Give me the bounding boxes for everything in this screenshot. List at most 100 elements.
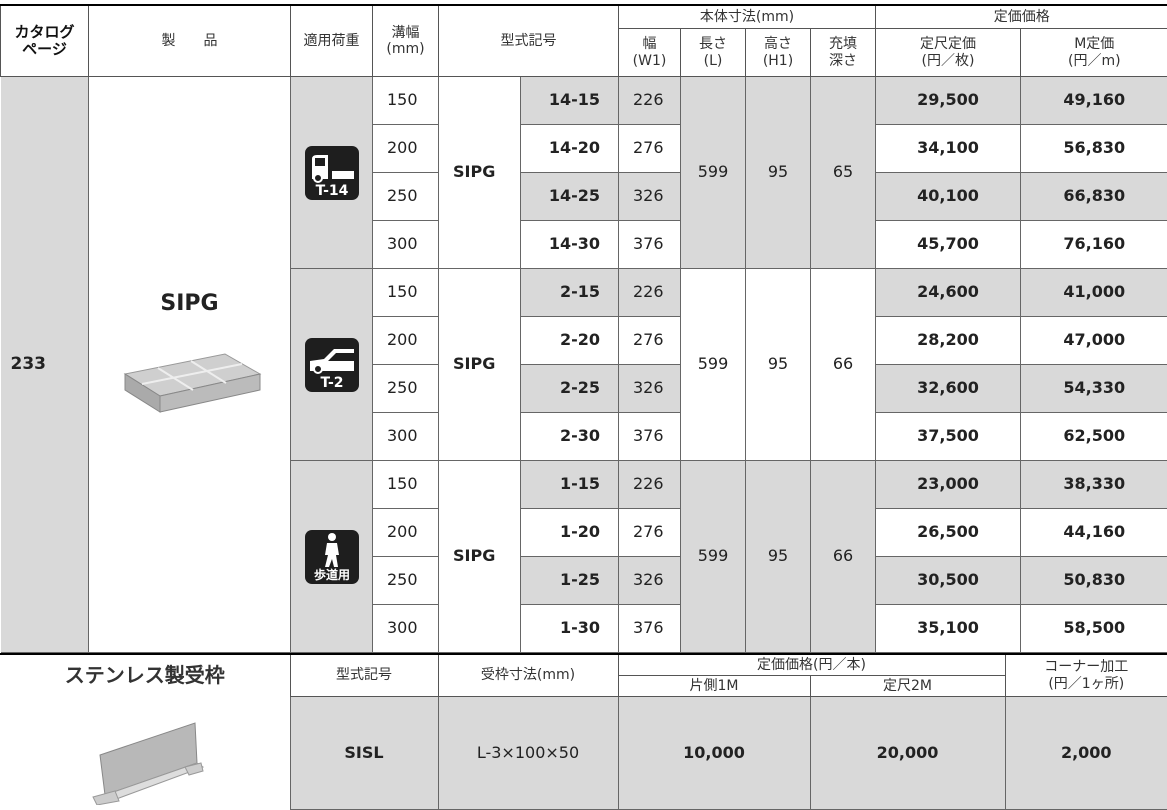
price: 24,600 [876, 269, 1021, 317]
model: 2-30 [521, 413, 619, 461]
load-cell: 歩道用 [291, 461, 373, 653]
model: 2-15 [521, 269, 619, 317]
w1: 276 [619, 317, 681, 365]
price: 26,500 [876, 509, 1021, 557]
price-m: 62,500 [1021, 413, 1167, 461]
load-cell: T-14 [291, 77, 373, 269]
model: 2-25 [521, 365, 619, 413]
groove-width: 250 [373, 557, 439, 605]
w1: 276 [619, 509, 681, 557]
header-load: 適用荷重 [291, 5, 373, 77]
header-price: M定価 (円／m) [1021, 29, 1167, 77]
frame-one-side: 10,000 [618, 697, 810, 810]
w1: 376 [619, 221, 681, 269]
series: SIPG [439, 77, 521, 269]
price: 34,100 [876, 125, 1021, 173]
frame-header-model: 型式記号 [290, 654, 438, 697]
price-m: 50,830 [1021, 557, 1167, 605]
price: 30,500 [876, 557, 1021, 605]
header-model: 型式記号 [439, 5, 619, 77]
header-price: 定尺定価 (円／枚) [876, 29, 1021, 77]
depth: 65 [811, 77, 876, 269]
price: 40,100 [876, 173, 1021, 221]
groove-width: 150 [373, 269, 439, 317]
frame-image [0, 697, 290, 810]
price-m: 66,830 [1021, 173, 1167, 221]
w1: 376 [619, 413, 681, 461]
height: 95 [746, 461, 811, 653]
product-table: カタログ ページ 製 品 適用荷重 溝幅 (mm) 型式記号 本体寸法(mm) … [0, 4, 1167, 653]
frame-corner: 2,000 [1005, 697, 1167, 810]
header-dim: 高さ (H1) [746, 29, 811, 77]
w1: 226 [619, 461, 681, 509]
frame-header-corner: コーナー加工 (円／1ヶ所) [1005, 654, 1167, 697]
header-dim: 幅 (W1) [619, 29, 681, 77]
w1: 226 [619, 77, 681, 125]
model: 14-20 [521, 125, 619, 173]
header-dim: 長さ (L) [681, 29, 746, 77]
groove-width: 250 [373, 173, 439, 221]
header-catalog-page: カタログ ページ [1, 5, 89, 77]
frame-size: L-3×100×50 [438, 697, 618, 810]
price-m: 56,830 [1021, 125, 1167, 173]
height: 95 [746, 77, 811, 269]
w1: 326 [619, 365, 681, 413]
price-m: 41,000 [1021, 269, 1167, 317]
height: 95 [746, 269, 811, 461]
load-icon: T-14 [304, 145, 360, 201]
product-image [115, 334, 265, 434]
series: SIPG [439, 461, 521, 653]
model: 1-25 [521, 557, 619, 605]
length: 599 [681, 77, 746, 269]
price-m: 76,160 [1021, 221, 1167, 269]
groove-width: 200 [373, 125, 439, 173]
price: 35,100 [876, 605, 1021, 653]
depth: 66 [811, 461, 876, 653]
w1: 326 [619, 173, 681, 221]
model: 1-30 [521, 605, 619, 653]
w1: 276 [619, 125, 681, 173]
w1: 376 [619, 605, 681, 653]
length: 599 [681, 461, 746, 653]
groove-width: 300 [373, 221, 439, 269]
product-name: SIPG [97, 291, 282, 316]
price: 37,500 [876, 413, 1021, 461]
load-icon: 歩道用 [304, 529, 360, 585]
groove-width: 200 [373, 509, 439, 557]
price-m: 47,000 [1021, 317, 1167, 365]
frame-standard: 20,000 [810, 697, 1005, 810]
groove-width: 150 [373, 77, 439, 125]
price: 29,500 [876, 77, 1021, 125]
price-m: 49,160 [1021, 77, 1167, 125]
length: 599 [681, 269, 746, 461]
price-m: 38,330 [1021, 461, 1167, 509]
frame-header-size: 受枠寸法(mm) [438, 654, 618, 697]
load-label: 歩道用 [313, 567, 349, 582]
header-list-price: 定価価格 [876, 5, 1167, 29]
frame-header-one-side: 片側1M [618, 676, 810, 697]
groove-width: 300 [373, 605, 439, 653]
groove-width: 300 [373, 413, 439, 461]
model: 14-15 [521, 77, 619, 125]
model: 1-20 [521, 509, 619, 557]
frame-header-standard: 定尺2M [810, 676, 1005, 697]
header-dim: 充填 深さ [811, 29, 876, 77]
depth: 66 [811, 269, 876, 461]
load-label: T-14 [315, 183, 348, 199]
price: 32,600 [876, 365, 1021, 413]
product-cell: SIPG [89, 77, 291, 653]
price: 45,700 [876, 221, 1021, 269]
icon-head [328, 533, 336, 541]
model: 14-25 [521, 173, 619, 221]
frame-title: ステンレス製受枠 [0, 654, 290, 697]
groove-width: 200 [373, 317, 439, 365]
groove-width: 150 [373, 461, 439, 509]
frame-model: SISL [290, 697, 438, 810]
model: 1-15 [521, 461, 619, 509]
w1: 226 [619, 269, 681, 317]
w1: 326 [619, 557, 681, 605]
series: SIPG [439, 269, 521, 461]
model: 2-20 [521, 317, 619, 365]
